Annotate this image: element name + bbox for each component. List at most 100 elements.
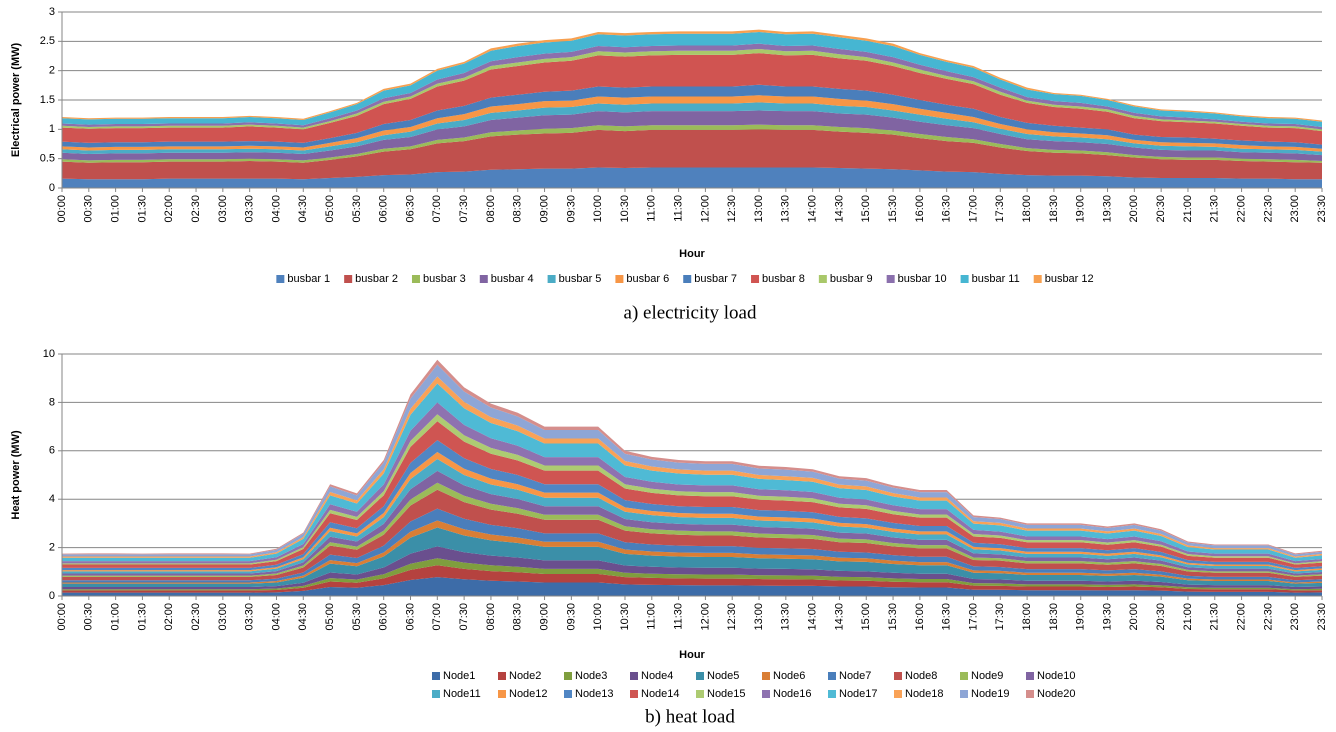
- x-tick-label: 08:00: [485, 603, 497, 631]
- x-tick-label: 01:30: [136, 603, 148, 631]
- x-tick-label: 03:00: [217, 195, 229, 223]
- x-tick-label: 13:30: [780, 195, 792, 223]
- x-tick-label: 12:30: [726, 603, 738, 631]
- y-tick-label: 0: [49, 590, 55, 602]
- x-tick-label: 14:30: [833, 195, 845, 223]
- x-tick-label: 20:30: [1155, 195, 1167, 223]
- legend-label: Node5: [707, 670, 739, 682]
- x-tick-label: 12:00: [699, 195, 711, 223]
- x-tick-label: 02:00: [163, 603, 175, 631]
- x-tick-label: 09:30: [565, 603, 577, 631]
- x-tick-label: 23:00: [1289, 603, 1301, 631]
- x-tick-label: 15:30: [887, 603, 899, 631]
- area: [62, 527, 1322, 588]
- x-tick-label: 01:30: [136, 195, 148, 223]
- x-tick-label: 10:00: [592, 195, 604, 223]
- legend-label: Node8: [905, 670, 937, 682]
- x-tick-label: 14:00: [807, 603, 819, 631]
- legend-swatch: [432, 690, 440, 698]
- legend-label: busbar 8: [762, 273, 805, 285]
- x-tick-label: 21:00: [1182, 195, 1194, 223]
- legend-label: Node9: [971, 670, 1003, 682]
- x-tick-label: 19:00: [1075, 195, 1087, 223]
- legend-label: Node17: [839, 688, 878, 700]
- y-tick-label: 3: [49, 6, 55, 18]
- x-tick-label: 09:30: [565, 195, 577, 223]
- legend-swatch: [630, 672, 638, 680]
- x-tick-label: 03:30: [244, 603, 256, 631]
- x-tick-label: 00:30: [83, 603, 95, 631]
- x-tick-label: 05:30: [351, 195, 363, 223]
- legend-label: busbar 1: [287, 273, 330, 285]
- legend-label: Node14: [641, 688, 680, 700]
- x-tick-label: 02:30: [190, 603, 202, 631]
- legend-label: Node3: [575, 670, 607, 682]
- legend-swatch: [894, 690, 902, 698]
- legend-swatch: [432, 672, 440, 680]
- legend-swatch: [960, 672, 968, 680]
- x-tick-label: 17:00: [967, 603, 979, 631]
- x-tick-label: 15:30: [887, 195, 899, 223]
- legend-label: Node12: [509, 688, 548, 700]
- y-tick-label: 2.5: [40, 35, 55, 47]
- x-tick-label: 03:00: [217, 603, 229, 631]
- y-tick-label: 2: [49, 65, 55, 77]
- x-tick-label: 02:00: [163, 195, 175, 223]
- x-tick-label: 21:30: [1209, 195, 1221, 223]
- legend-swatch: [696, 690, 704, 698]
- legend-swatch: [683, 275, 692, 283]
- x-tick-label: 12:00: [699, 603, 711, 631]
- x-tick-label: 04:00: [270, 603, 282, 631]
- x-tick-label: 02:30: [190, 195, 202, 223]
- y-axis-title: Heat power (MW): [10, 430, 22, 520]
- x-tick-label: 20:30: [1155, 603, 1167, 631]
- area: [62, 546, 1322, 590]
- x-tick-label: 01:00: [110, 603, 122, 631]
- legend-label: Node7: [839, 670, 871, 682]
- x-tick-label: 21:00: [1182, 603, 1194, 631]
- y-tick-label: 8: [49, 396, 55, 408]
- legend-swatch: [498, 690, 506, 698]
- x-tick-label: 19:30: [1101, 603, 1113, 631]
- legend-label: Node18: [905, 688, 944, 700]
- y-tick-label: 6: [49, 445, 55, 457]
- x-tick-label: 05:30: [351, 603, 363, 631]
- x-tick-label: 23:30: [1316, 195, 1328, 223]
- legend-label: Node20: [1037, 688, 1076, 700]
- x-tick-label: 16:30: [941, 195, 953, 223]
- legend-label: Node13: [575, 688, 614, 700]
- area: [62, 565, 1322, 593]
- legend-label: busbar 5: [559, 273, 602, 285]
- x-tick-label: 11:30: [673, 603, 685, 630]
- y-tick-label: 0.5: [40, 153, 55, 165]
- legend-swatch: [411, 275, 420, 283]
- x-tick-label: 10:00: [592, 603, 604, 631]
- legend-swatch: [1033, 275, 1042, 283]
- y-tick-label: 0: [49, 182, 55, 194]
- x-tick-label: 17:30: [994, 195, 1006, 223]
- x-tick-label: 06:00: [378, 603, 390, 631]
- x-tick-label: 11:30: [673, 195, 685, 222]
- legend-label: Node2: [509, 670, 541, 682]
- x-tick-label: 19:00: [1075, 603, 1087, 631]
- legend-swatch: [886, 275, 895, 283]
- x-tick-label: 22:00: [1235, 603, 1247, 631]
- x-tick-label: 07:30: [458, 603, 470, 631]
- x-tick-label: 12:30: [726, 195, 738, 223]
- y-tick-label: 10: [43, 348, 55, 360]
- area: [62, 84, 1322, 149]
- legend-label: busbar 7: [694, 273, 737, 285]
- legend-swatch: [960, 690, 968, 698]
- x-tick-label: 09:00: [538, 195, 550, 223]
- x-tick-label: 23:00: [1289, 195, 1301, 223]
- legend-label: busbar 10: [898, 273, 947, 285]
- y-tick-label: 4: [49, 493, 55, 505]
- x-tick-label: 13:00: [753, 603, 765, 631]
- legend-label: Node16: [773, 688, 812, 700]
- x-tick-label: 23:30: [1316, 603, 1328, 631]
- x-tick-label: 10:30: [619, 603, 631, 631]
- area: [62, 129, 1322, 180]
- legend-swatch: [547, 275, 556, 283]
- legend-swatch: [1026, 672, 1034, 680]
- legend-label: busbar 2: [355, 273, 398, 285]
